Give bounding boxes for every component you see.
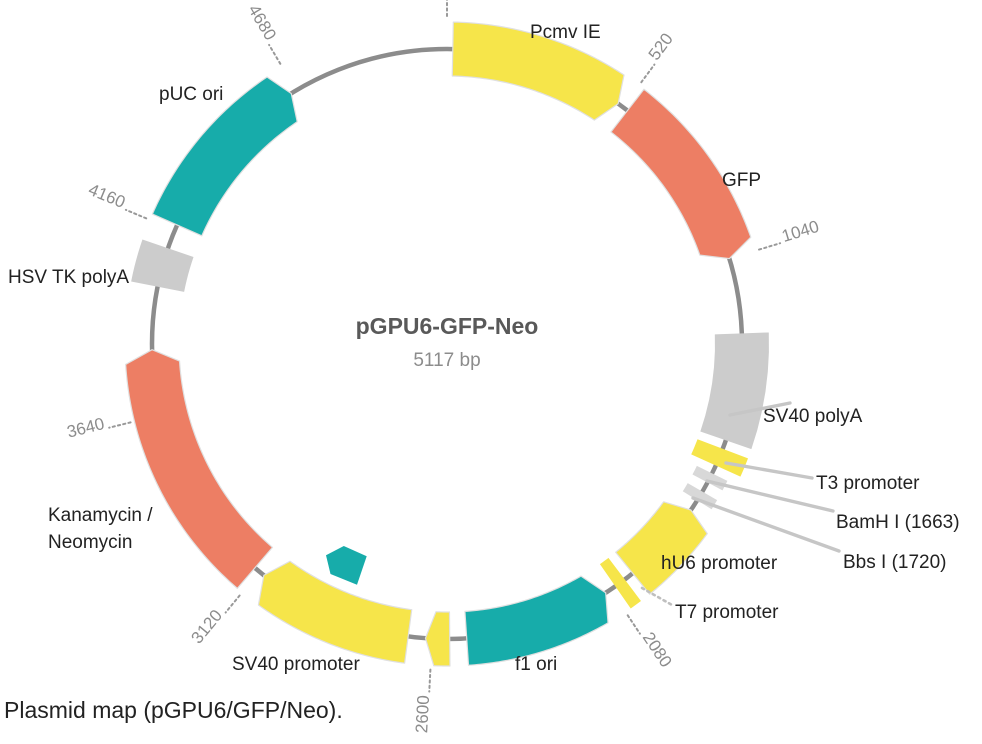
svg-text:3120: 3120: [187, 606, 226, 647]
svg-text:5117 bp: 5117 bp: [413, 350, 480, 371]
svg-text:pGPU6-GFP-Neo: pGPU6-GFP-Neo: [356, 313, 539, 339]
svg-text:1040: 1040: [780, 217, 822, 246]
svg-text:HSV TK polyA: HSV TK polyA: [8, 267, 129, 288]
svg-text:T7 promoter: T7 promoter: [675, 602, 779, 623]
svg-text:2600: 2600: [412, 695, 433, 734]
svg-text:3640: 3640: [65, 414, 106, 442]
svg-text:4160: 4160: [86, 180, 128, 212]
svg-text:520: 520: [645, 30, 677, 64]
svg-text:2080: 2080: [639, 629, 676, 671]
svg-text:4680: 4680: [244, 1, 280, 43]
svg-text:GFP: GFP: [722, 170, 761, 191]
svg-text:Pcmv IE: Pcmv IE: [530, 22, 601, 43]
svg-text:SV40 polyA: SV40 polyA: [763, 406, 863, 427]
svg-text:Bbs I (1720): Bbs I (1720): [843, 552, 947, 573]
svg-text:pUC ori: pUC ori: [159, 84, 223, 105]
svg-text:f1 ori: f1 ori: [515, 654, 557, 675]
svg-text:SV40 promoter: SV40 promoter: [232, 654, 360, 675]
svg-text:T3 promoter: T3 promoter: [816, 473, 920, 494]
svg-text:BamH I (1663): BamH I (1663): [836, 512, 960, 533]
svg-text:Neomycin: Neomycin: [48, 532, 132, 553]
svg-text:Kanamycin /: Kanamycin /: [48, 505, 153, 526]
svg-text:hU6 promoter: hU6 promoter: [661, 553, 778, 574]
